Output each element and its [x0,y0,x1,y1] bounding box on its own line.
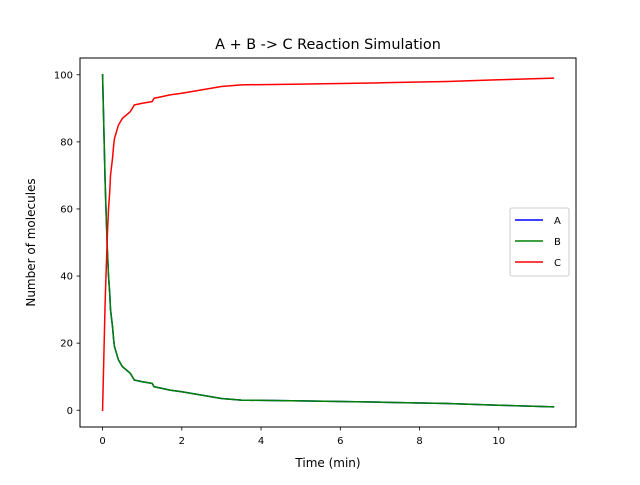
y-axis-ticks: 0 20 40 60 80 100 [54,70,80,417]
y-tick-label: 60 [60,205,73,216]
y-tick-label: 0 [67,406,73,417]
y-axis-label: Number of molecules [24,178,38,306]
x-tick-label: 10 [492,436,505,447]
chart-title: A + B -> C Reaction Simulation [215,37,441,53]
x-tick-label: 2 [179,436,185,447]
plot-frame [79,57,577,428]
legend-label-c: C [554,258,561,269]
x-axis-ticks: 0 2 4 6 8 10 [99,427,505,447]
y-tick-label: 20 [60,339,73,350]
legend-label-b: B [554,237,561,248]
y-tick-label: 80 [60,137,73,148]
series-layer [101,74,555,411]
x-tick-label: 4 [258,436,264,447]
legend: ABC [509,207,570,277]
x-tick-label: 6 [337,436,343,447]
x-axis-label: Time (min) [294,456,360,470]
y-tick-label: 100 [54,70,73,81]
x-tick-label: 0 [99,436,105,447]
x-tick-label: 8 [416,436,422,447]
series-line-c [101,77,555,411]
legend-frame [509,207,570,277]
y-tick-label: 40 [60,272,73,283]
legend-label-a: A [554,216,561,227]
